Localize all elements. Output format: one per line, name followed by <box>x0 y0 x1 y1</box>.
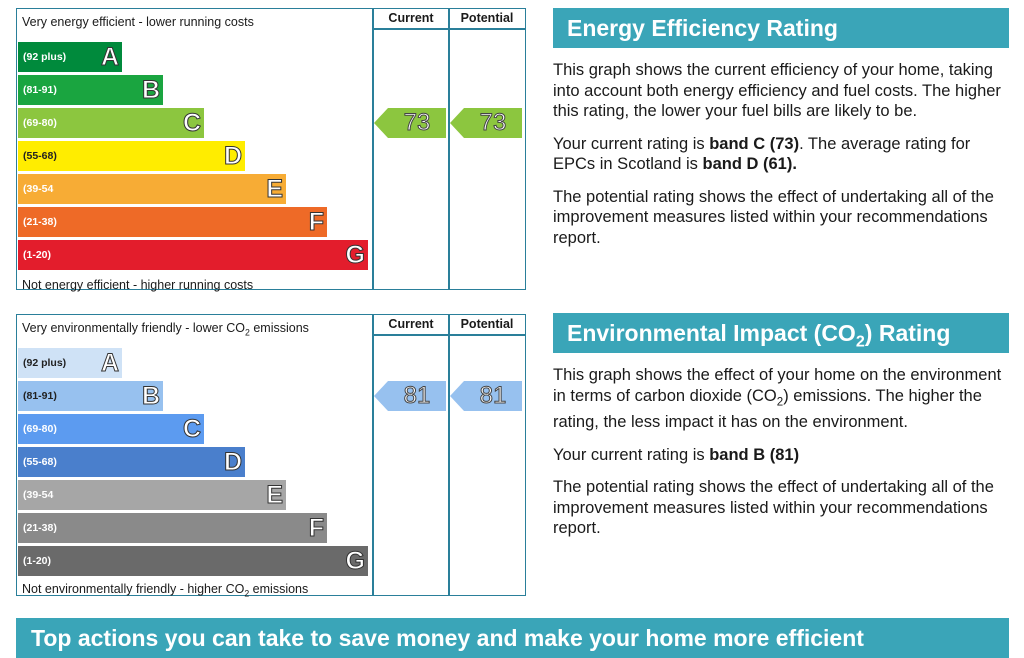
current-rating-arrow: 73 <box>374 108 446 138</box>
rating-band-f: (21-38) F <box>18 513 327 543</box>
rating-band-f: (21-38) F <box>18 207 327 237</box>
rating-band-g: (1-20) G <box>18 240 368 270</box>
energy-potential-text: The potential rating shows the effect of… <box>553 187 994 247</box>
band-range-label: (92 plus) <box>23 357 67 369</box>
band-range-label: (1-20) <box>23 249 52 261</box>
band-letter: A <box>100 349 119 378</box>
band-letter: C <box>182 109 201 138</box>
potential-column-header: Potential <box>460 11 514 25</box>
band-range-label: (69-80) <box>23 423 57 435</box>
rating-band-g: (1-20) G <box>18 546 368 576</box>
rating-band-e: (39-54 E <box>18 174 286 204</box>
band-letter: D <box>223 142 242 171</box>
rating-band-a: (92 plus) A <box>18 348 122 378</box>
band-letter: D <box>223 448 242 477</box>
band-range-label: (55-68) <box>23 456 57 468</box>
energy-efficiency-title: Energy Efficiency Rating <box>553 8 1009 48</box>
chart-bottom-caption: Not environmentally friendly - higher CO… <box>22 582 309 599</box>
band-letter: E <box>266 175 284 204</box>
rating-band-b: (81-91) B <box>18 381 163 411</box>
current-column-header: Current <box>388 317 434 331</box>
band-letter: C <box>182 415 201 444</box>
chart-bottom-caption: Not energy efficient - higher running co… <box>22 278 254 292</box>
potential-rating-arrow: 81 <box>450 381 522 411</box>
environment-potential-text: The potential rating shows the effect of… <box>553 478 994 538</box>
top-actions-heading: Top actions you can take to save money a… <box>16 618 1009 658</box>
band-range-label: (81-91) <box>23 84 57 96</box>
band-range-label: (21-38) <box>23 522 57 534</box>
energy-efficiency-panel: Energy Efficiency Rating This graph show… <box>553 8 1009 248</box>
band-letter: B <box>141 382 160 411</box>
band-range-label: (39-54 <box>23 489 54 501</box>
band-letter: A <box>100 43 119 72</box>
chart-top-caption: Very environmentally friendly - lower CO… <box>22 321 309 338</box>
band-range-label: (81-91) <box>23 390 57 402</box>
energy-current-rating-text: Your current rating is band C (73). The … <box>553 134 971 174</box>
rating-band-d: (55-68) D <box>18 141 245 171</box>
environment-current-rating-text: Your current rating is band B (81) <box>553 445 800 464</box>
current-rating-value: 73 <box>403 109 431 137</box>
band-letter: F <box>308 514 324 543</box>
band-range-label: (69-80) <box>23 117 57 129</box>
band-range-label: (1-20) <box>23 555 52 567</box>
rating-band-c: (69-80) C <box>18 108 204 138</box>
band-range-label: (39-54 <box>23 183 54 195</box>
environmental-impact-panel: Environmental Impact (CO2) Rating This g… <box>553 313 1009 539</box>
band-letter: E <box>266 481 284 510</box>
band-letter: G <box>345 241 365 270</box>
current-rating-arrow: 81 <box>374 381 446 411</box>
rating-band-d: (55-68) D <box>18 447 245 477</box>
potential-column-header: Potential <box>460 317 514 331</box>
band-range-label: (55-68) <box>23 150 57 162</box>
rating-band-c: (69-80) C <box>18 414 204 444</box>
band-range-label: (21-38) <box>23 216 57 228</box>
rating-band-b: (81-91) B <box>18 75 163 105</box>
energy-description: This graph shows the current efficiency … <box>553 61 1001 120</box>
chart-top-caption: Very energy efficient - lower running co… <box>22 15 254 29</box>
band-letter: G <box>345 547 365 576</box>
band-letter: B <box>141 76 160 105</box>
environmental-impact-title: Environmental Impact (CO2) Rating <box>553 313 1009 353</box>
current-column-header: Current <box>388 11 434 25</box>
rating-band-e: (39-54 E <box>18 480 286 510</box>
band-range-label: (92 plus) <box>23 51 67 63</box>
energy-rating-chart: Current Potential Very energy efficient … <box>16 8 526 292</box>
potential-rating-value: 81 <box>479 382 507 410</box>
rating-band-a: (92 plus) A <box>18 42 122 72</box>
current-rating-value: 81 <box>403 382 431 410</box>
band-letter: F <box>308 208 324 237</box>
environment-description: This graph shows the effect of your home… <box>553 366 1002 432</box>
potential-rating-value: 73 <box>479 109 507 137</box>
environmental-impact-chart: Current Potential Very environmentally f… <box>16 314 526 599</box>
potential-rating-arrow: 73 <box>450 108 522 138</box>
